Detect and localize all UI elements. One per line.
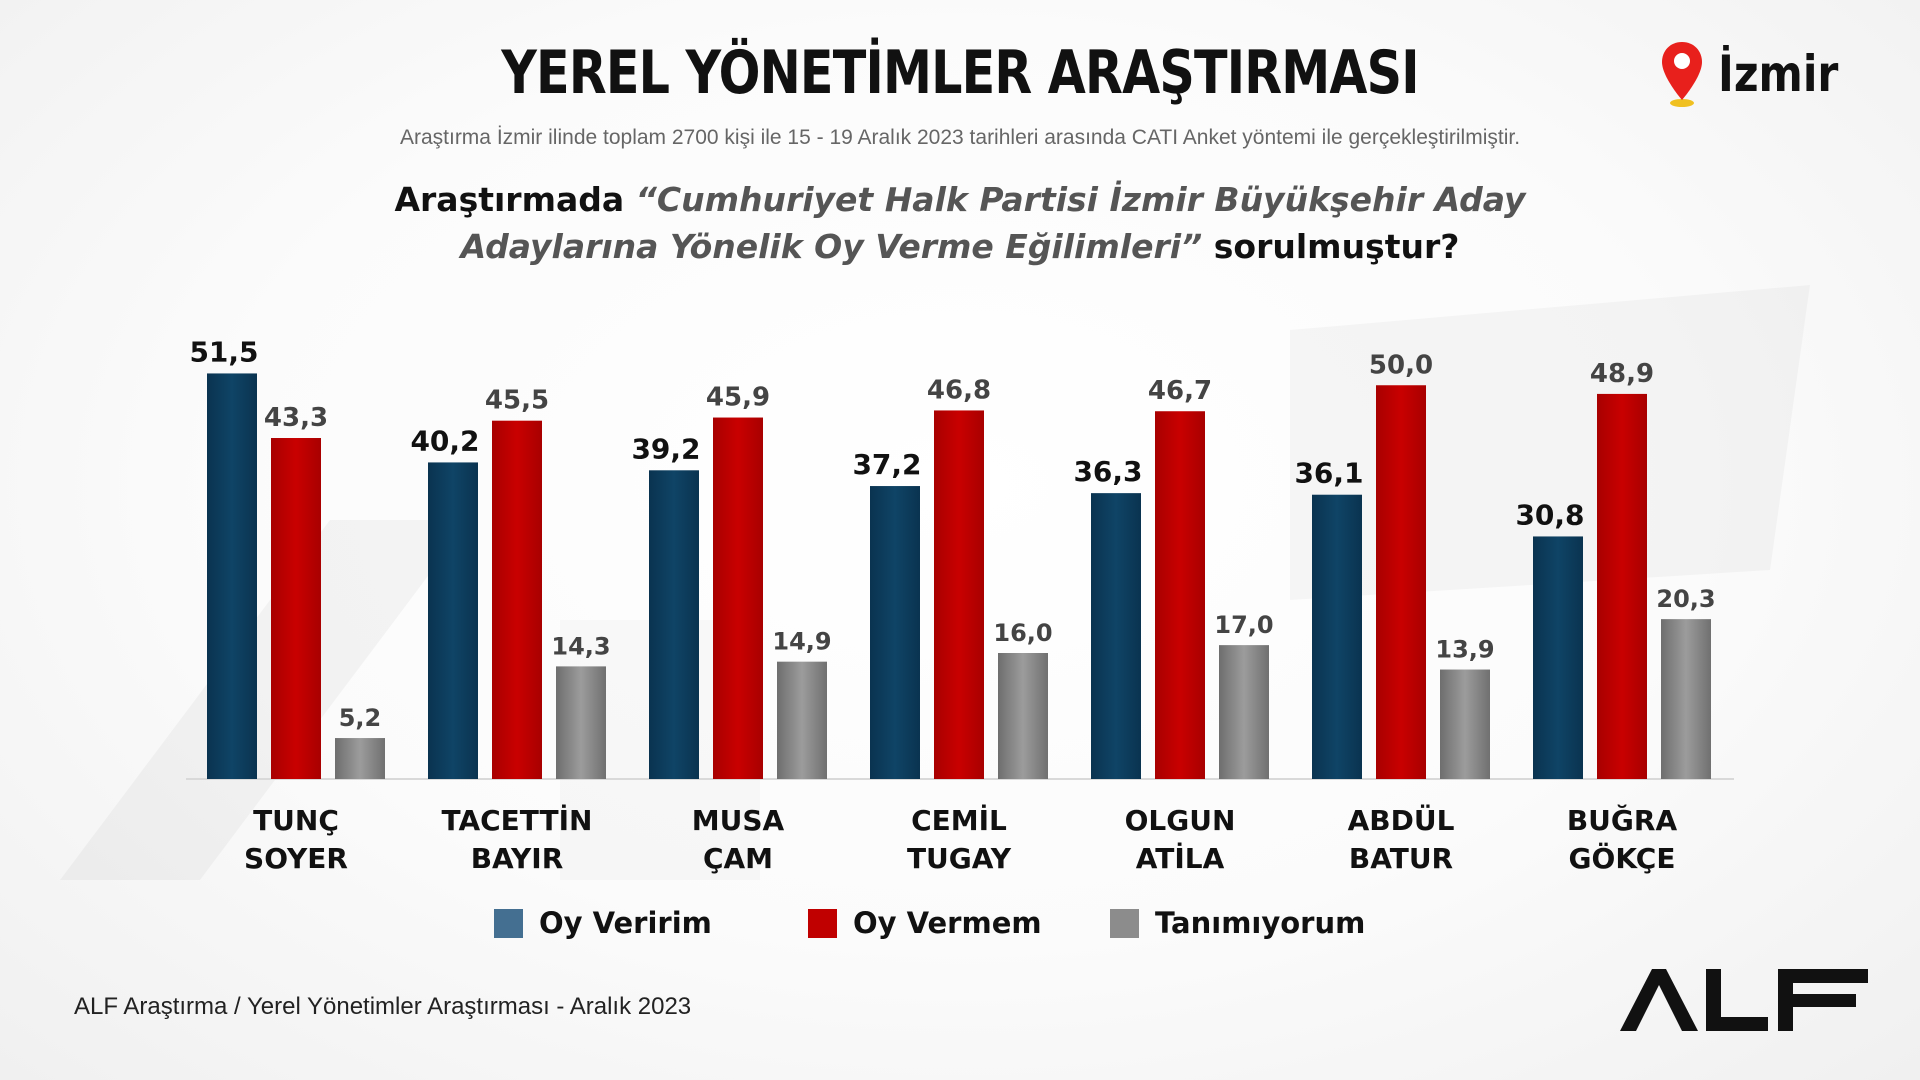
page-title: YEREL YÖNETİMLER ARAŞTIRMASI xyxy=(501,38,1419,108)
category-label-5-0: ABDÜL xyxy=(1348,803,1455,837)
question-italic-1: “Cumhuriyet Halk Partisi İzmir Büyükşehi… xyxy=(635,180,1526,219)
data-label-2-0: 5,2 xyxy=(339,704,382,732)
category-label-4-1: ATİLA xyxy=(1136,841,1225,875)
data-label-0-4: 36,3 xyxy=(1073,455,1142,488)
legend-label: Oy Veririm xyxy=(539,906,712,940)
data-label-0-6: 30,8 xyxy=(1515,498,1584,531)
data-label-1-3: 46,8 xyxy=(927,375,991,405)
map-pin-icon xyxy=(1662,42,1702,107)
legend-item-2: Tanımıyorum xyxy=(1110,906,1365,940)
question-line-2: Adaylarına Yönelik Oy Verme Eğilimleri” … xyxy=(0,223,1920,270)
bar-1-0 xyxy=(271,438,321,779)
bar-1-1 xyxy=(492,420,542,779)
data-label-1-2: 45,9 xyxy=(706,383,770,413)
legend-swatch xyxy=(808,908,837,938)
bar-2-1 xyxy=(556,666,606,779)
bar-1-4 xyxy=(1155,411,1205,779)
city-label: İzmir xyxy=(1718,45,1839,103)
legend-swatch xyxy=(1110,908,1139,938)
data-label-1-5: 50,0 xyxy=(1369,350,1433,380)
bar-2-3 xyxy=(998,653,1048,779)
category-label-2-1: ÇAM xyxy=(703,842,773,875)
data-label-1-0: 43,3 xyxy=(264,403,328,433)
category-label-1-0: TACETTİN xyxy=(442,803,593,837)
data-label-0-2: 39,2 xyxy=(631,432,700,465)
bars-group: 51,5 43,3 5,2 TUNÇ SOYER 40,245,5 14,3 TACETTİN… xyxy=(189,335,1715,875)
category-label-5-1: BATUR xyxy=(1349,842,1453,875)
data-label-0-1: 40,2 xyxy=(410,424,479,457)
category-label-0-1: SOYER xyxy=(244,842,348,875)
question-prefix: Araştırmada xyxy=(394,180,636,219)
category-label-0-0: TUNÇ xyxy=(253,804,339,837)
bar-2-0 xyxy=(335,738,385,779)
legend-item-0: Oy Veririm xyxy=(494,906,712,940)
bar-1-5 xyxy=(1376,385,1426,779)
bar-2-4 xyxy=(1219,645,1269,779)
page-subtitle: Araştırma İzmir ilinde toplam 2700 kişi … xyxy=(399,126,1521,149)
data-label-2-1: 14,3 xyxy=(551,632,610,660)
category-label-2-0: MUSA xyxy=(692,804,785,837)
data-label-0-0: 51,5 xyxy=(189,335,258,368)
category-label-3-1: TUGAY xyxy=(907,842,1012,875)
bar-0-1 xyxy=(428,462,478,779)
data-label-2-4: 17,0 xyxy=(1214,611,1273,639)
data-label-1-1: 45,5 xyxy=(485,386,549,416)
data-label-2-3: 16,0 xyxy=(993,619,1052,647)
bar-2-2 xyxy=(777,661,827,779)
alf-logo xyxy=(1620,969,1868,1031)
question-suffix: sorulmuştur? xyxy=(1202,227,1460,266)
bar-1-2 xyxy=(713,417,763,779)
bar-0-2 xyxy=(649,470,699,779)
source-footer: ALF Araştırma / Yerel Yönetimler Araştır… xyxy=(74,993,692,1020)
question-line-1: Araştırmada “Cumhuriyet Halk Partisi İzm… xyxy=(0,176,1920,223)
bar-0-5 xyxy=(1312,494,1362,779)
bar-2-5 xyxy=(1440,669,1490,779)
legend-swatch xyxy=(494,908,523,938)
data-label-1-4: 46,7 xyxy=(1148,376,1212,406)
bar-2-6 xyxy=(1661,619,1711,779)
data-label-0-3: 37,2 xyxy=(852,448,921,481)
category-label-3-0: CEMİL xyxy=(911,803,1007,837)
bar-0-4 xyxy=(1091,493,1141,779)
bar-0-0 xyxy=(207,373,257,779)
legend-item-1: Oy Vermem xyxy=(808,906,1042,940)
legend-label: Tanımıyorum xyxy=(1155,906,1366,940)
data-label-1-6: 48,9 xyxy=(1590,359,1654,389)
city-badge: İzmir xyxy=(1660,40,1860,108)
survey-question: Araştırmada “Cumhuriyet Halk Partisi İzm… xyxy=(0,176,1920,270)
bar-0-3 xyxy=(870,486,920,779)
category-label-4-0: OLGUN xyxy=(1125,804,1236,837)
bar-1-6 xyxy=(1597,393,1647,779)
bar-1-3 xyxy=(934,410,984,779)
bar-0-6 xyxy=(1533,536,1583,779)
question-italic-2: Adaylarına Yönelik Oy Verme Eğilimleri” xyxy=(460,227,1203,266)
category-label-6-0: BUĞRA xyxy=(1567,803,1678,837)
category-label-1-1: BAYIR xyxy=(471,842,564,875)
data-label-2-6: 20,3 xyxy=(1656,585,1715,613)
data-label-2-2: 14,9 xyxy=(772,628,831,656)
data-label-0-5: 36,1 xyxy=(1294,457,1363,490)
data-label-2-5: 13,9 xyxy=(1435,636,1494,664)
category-label-6-1: GÖKÇE xyxy=(1569,841,1676,875)
legend-label: Oy Vermem xyxy=(853,906,1042,940)
